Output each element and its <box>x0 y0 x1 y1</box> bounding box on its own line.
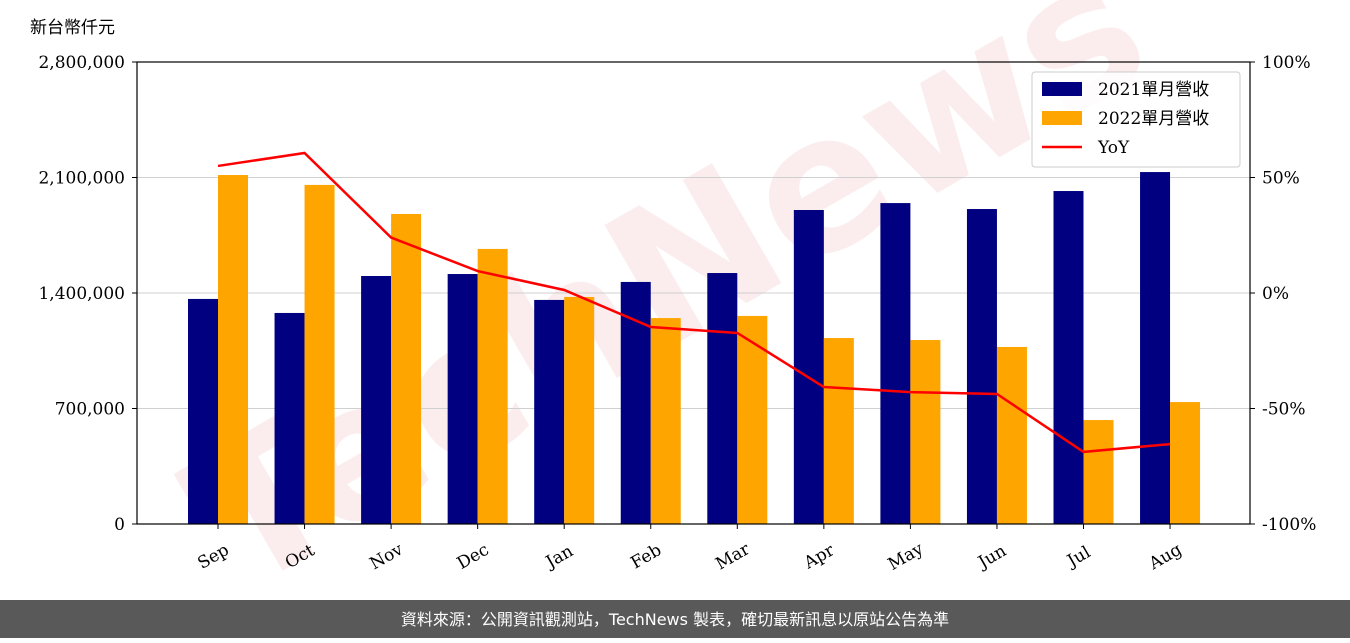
bar <box>1053 191 1084 524</box>
x-tick-label: Apr <box>800 540 839 574</box>
bar <box>304 184 335 525</box>
y-axis-label: 新台幣仟元 <box>30 18 115 38</box>
x-tick-label: Jul <box>1062 542 1094 572</box>
bar <box>707 273 738 524</box>
y-tick-label: 700,000 <box>55 400 125 420</box>
x-tick-label: Aug <box>1145 540 1186 575</box>
legend-label: 2022單月營收 <box>1098 109 1209 129</box>
y2-tick-label: 0% <box>1262 284 1289 304</box>
y-tick-label: 1,400,000 <box>38 284 125 304</box>
y2-tick-label: -50% <box>1262 400 1306 420</box>
x-tick-label: Mar <box>712 539 754 575</box>
x-tick-label: Feb <box>627 540 665 573</box>
legend-swatch <box>1042 111 1082 125</box>
bar <box>1140 172 1171 524</box>
bar <box>880 203 911 524</box>
bar <box>534 299 565 524</box>
bar <box>447 274 478 524</box>
bar <box>620 281 651 524</box>
bar <box>361 276 392 524</box>
bar <box>1083 420 1114 524</box>
y-tick-label: 0 <box>114 515 125 535</box>
yoy-line <box>217 151 1171 454</box>
x-tick-label: Dec <box>454 540 493 574</box>
y2-tick-label: 100% <box>1262 53 1311 73</box>
legend-box <box>1031 71 1241 168</box>
y-tick-label: 2,100,000 <box>38 169 125 189</box>
bar <box>793 210 824 524</box>
legend-swatch <box>1042 82 1082 96</box>
bar <box>564 296 595 524</box>
bar <box>823 338 854 524</box>
y-tick-label: 2,800,000 <box>38 53 125 73</box>
bar <box>966 209 997 524</box>
bar <box>391 213 422 524</box>
y2-tick-label: -100% <box>1262 515 1316 535</box>
legend-label: YoY <box>1097 138 1130 158</box>
bar <box>274 312 305 524</box>
bar <box>218 175 248 524</box>
bar <box>910 340 941 524</box>
y2-tick-label: 50% <box>1262 169 1300 189</box>
x-tick-label: Jun <box>973 541 1010 574</box>
footer-bar <box>0 600 1350 638</box>
bar <box>650 318 681 524</box>
legend-label: 2021單月營收 <box>1098 80 1209 100</box>
bar <box>477 248 508 524</box>
source-note: 資料來源：公開資訊觀測站，TechNews 製表，確切最新訊息以原站公告為準 <box>401 610 949 629</box>
bar <box>1170 402 1201 524</box>
x-tick-label: Jan <box>541 541 577 573</box>
bar <box>188 298 218 524</box>
bar <box>737 315 768 524</box>
x-tick-label: May <box>885 539 928 575</box>
bar <box>996 346 1027 524</box>
plot-frame <box>136 61 1251 525</box>
